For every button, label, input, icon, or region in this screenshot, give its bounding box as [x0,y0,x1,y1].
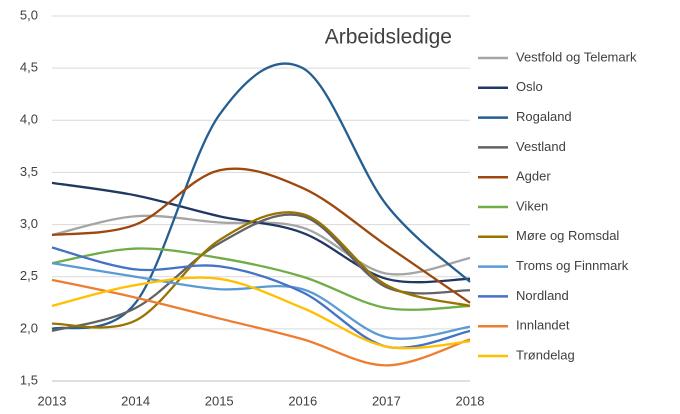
series-line [51,62,471,330]
legend-label: Viken [516,198,548,213]
series-line [51,262,471,340]
chart-title: Arbeidsledige [325,26,452,49]
series-line [51,211,471,329]
series-line [51,247,471,311]
y-tick-label: 5,0 [20,7,38,22]
y-tick-label: 4,0 [20,112,38,127]
y-tick-label: 2,5 [20,268,38,283]
x-tick-label: 2018 [456,393,485,408]
series-line [51,278,471,367]
y-tick-label: 3,0 [20,216,38,231]
legend-label: Oslo [516,79,543,94]
y-tick-label: 2,0 [20,320,38,335]
series-line [51,276,471,350]
legend-label: Rogaland [516,109,572,124]
x-tick-label: 2017 [372,393,401,408]
legend-label: Agder [516,169,551,184]
legend-label: Møre og Romsdal [516,228,619,243]
legend-label: Innlandet [516,318,570,333]
legend-label: Trøndelag [516,347,575,362]
series-line [51,246,471,349]
legend-label: Troms og Finnmark [516,258,629,273]
legend-label: Vestfold og Telemark [516,49,637,64]
x-tick-label: 2016 [288,393,317,408]
series-line [51,167,471,304]
series-line [51,181,471,284]
x-tick-label: 2014 [121,393,150,408]
legend-label: Nordland [516,288,569,303]
legend-label: Vestland [516,139,566,154]
x-tick-label: 2013 [38,393,67,408]
y-tick-label: 1,5 [20,372,38,387]
y-tick-label: 3,5 [20,164,38,179]
x-tick-label: 2015 [205,393,234,408]
y-tick-label: 4,5 [20,60,38,75]
